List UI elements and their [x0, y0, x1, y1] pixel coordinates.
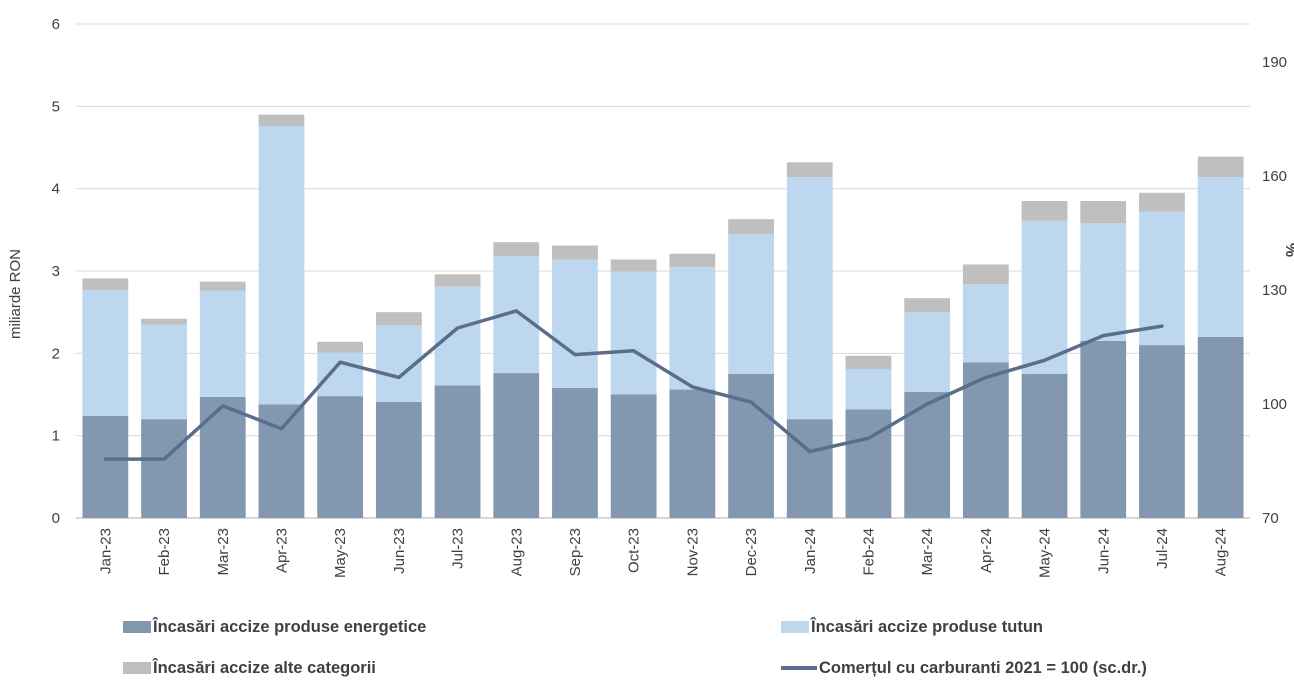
right-tick-label: 160: [1262, 168, 1287, 185]
bar-segment-s1-Aug-24: [1197, 177, 1244, 337]
bar-segment-s1-Sep-23: [552, 259, 598, 388]
bar-segment-s2-Jun-24: [1080, 201, 1127, 224]
left-axis-ticks: 0 1 2 3 4 5 6: [52, 16, 60, 527]
x-tick-label: Mar-24: [919, 528, 936, 576]
bar-segment-s1-Nov-23: [669, 266, 716, 390]
bar-segment-s2-Jul-24: [1139, 192, 1185, 212]
right-tick-label: 100: [1262, 396, 1287, 413]
x-tick-label: Oct-23: [626, 528, 643, 573]
bar-segment-s2-Dec-23: [728, 219, 774, 234]
bar-segment-s0-Feb-23: [141, 419, 187, 518]
x-tick-label: Apr-24: [978, 528, 995, 573]
bar-segment-s2-Aug-23: [493, 242, 540, 257]
x-tick-label: Jun-24: [1095, 528, 1112, 574]
bar-segment-s0-Jan-24: [786, 419, 833, 518]
bar-segment-s2-May-23: [317, 341, 364, 353]
bar-segment-s1-Oct-23: [610, 271, 657, 395]
x-axis-ticks: Jan-23 Feb-23 Mar-23 Apr-23 May-23 Jun-23 Jul-…: [97, 528, 1229, 578]
bar-segment-s0-Apr-24: [962, 362, 1009, 518]
bar-segment-s1-Jul-23: [434, 286, 481, 386]
x-tick-label: Jan-23: [97, 528, 114, 574]
x-tick-label: Jul-23: [450, 528, 467, 569]
bar-segment-s1-Apr-23: [258, 126, 305, 405]
x-tick-label: Sep-23: [567, 528, 584, 576]
bar-segment-s2-Sep-23: [552, 245, 598, 260]
line-series-0: [103, 309, 1164, 461]
bar-segment-s0-May-24: [1021, 373, 1068, 518]
x-tick-label: Aug-23: [508, 528, 525, 576]
bar-segment-s1-Apr-24: [962, 284, 1009, 363]
bar-segment-s1-Jun-24: [1080, 223, 1127, 341]
bar-segment-s2-Mar-23: [199, 281, 246, 291]
x-tick-label: Apr-23: [273, 528, 290, 573]
right-axis-ticks: 70 100 130 160 190: [1262, 54, 1287, 527]
bar-segment-s1-May-23: [317, 352, 364, 397]
line-series: [103, 309, 1164, 461]
bar-segment-s2-Jun-23: [375, 312, 422, 326]
left-tick-label: 5: [52, 98, 60, 115]
right-tick-label: 190: [1262, 54, 1287, 71]
bar-segment-s0-Aug-24: [1197, 336, 1244, 518]
bar-segment-s1-May-24: [1021, 220, 1068, 374]
x-tick-label: May-24: [1037, 528, 1054, 578]
left-tick-label: 4: [52, 181, 60, 198]
gridlines: [76, 23, 1250, 519]
bar-segment-s0-Aug-23: [493, 373, 540, 518]
bar-segment-s1-Jan-24: [786, 177, 833, 420]
bar-segment-s0-Jul-23: [434, 385, 481, 518]
bar-segment-s0-Nov-23: [669, 389, 716, 518]
x-tick-label: Aug-24: [1213, 528, 1230, 576]
bar-segment-s2-Mar-24: [904, 298, 951, 313]
bar-segment-s1-Mar-23: [199, 290, 246, 397]
left-tick-label: 1: [52, 428, 60, 445]
bar-segment-s0-Jun-23: [375, 401, 422, 518]
x-tick-label: Jan-24: [802, 528, 819, 574]
bar-segment-s0-Feb-24: [845, 409, 892, 518]
bar-segment-s0-Jan-23: [82, 415, 129, 518]
bar-segment-s2-Nov-23: [669, 253, 716, 267]
bar-segment-s2-Apr-23: [258, 114, 305, 127]
bar-segment-s0-Sep-23: [552, 387, 598, 518]
bar-segment-s1-Mar-24: [904, 312, 951, 393]
bar-segment-s0-Jul-24: [1139, 345, 1185, 518]
x-tick-label: Feb-23: [156, 528, 173, 576]
bar-segment-s2-Jan-24: [786, 162, 833, 178]
x-tick-label: Nov-23: [684, 528, 701, 576]
x-tick-label: Feb-24: [860, 528, 877, 576]
x-tick-label: Dec-23: [743, 528, 760, 576]
bar-segment-s2-Apr-24: [962, 264, 1009, 285]
right-tick-label: 70: [1262, 510, 1279, 527]
bar-segment-s0-May-23: [317, 396, 364, 518]
bar-segment-s2-Oct-23: [610, 259, 657, 272]
bar-segment-s1-Dec-23: [728, 233, 774, 374]
x-tick-label: Mar-23: [215, 528, 232, 576]
bar-segment-s2-Jan-23: [82, 278, 129, 290]
bar-segment-s2-Aug-24: [1197, 156, 1244, 178]
bar-segment-s1-Feb-24: [845, 368, 892, 410]
bar-segment-s0-Mar-23: [199, 396, 246, 518]
bars: [82, 114, 1244, 518]
right-tick-label: 130: [1262, 282, 1287, 299]
right-axis-title: %: [1282, 243, 1294, 257]
left-tick-label: 2: [52, 345, 60, 362]
bar-segment-s1-Jan-23: [82, 289, 129, 416]
x-tick-label: Jul-24: [1154, 528, 1171, 569]
bar-segment-s2-May-24: [1021, 201, 1068, 221]
bar-segment-s2-Feb-23: [141, 318, 187, 325]
left-axis-title: miliarde RON: [7, 249, 24, 339]
left-tick-label: 6: [52, 16, 60, 33]
bar-segment-s1-Feb-23: [141, 324, 187, 420]
left-tick-label: 0: [52, 510, 60, 527]
bar-segment-s0-Oct-23: [610, 394, 657, 518]
left-tick-label: 3: [52, 263, 60, 280]
bar-segment-s0-Mar-24: [904, 392, 951, 518]
bar-segment-s2-Feb-24: [845, 355, 892, 369]
bar-segment-s0-Jun-24: [1080, 340, 1127, 518]
x-tick-label: Jun-23: [391, 528, 408, 574]
bar-segment-s2-Jul-23: [434, 274, 481, 287]
x-tick-label: May-23: [332, 528, 349, 578]
bar-segment-s1-Jul-24: [1139, 211, 1185, 346]
bar-segment-s0-Dec-23: [728, 373, 774, 518]
